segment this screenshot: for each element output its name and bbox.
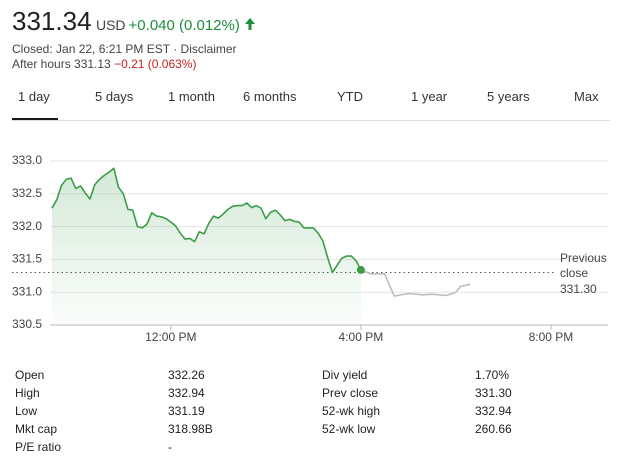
stat-value: 331.30 xyxy=(475,386,512,400)
after-hours: After hours 331.13 −0.21 (0.063%) xyxy=(12,57,196,71)
x-tick-label: 12:00 PM xyxy=(145,330,196,344)
stat-value: 1.70% xyxy=(475,368,510,382)
change: +0.040 (0.012%) xyxy=(128,17,240,34)
stat-label: Prev close xyxy=(322,386,379,400)
tab[interactable]: 1 day xyxy=(18,89,50,104)
line xyxy=(51,167,362,274)
stat-value: 332.94 xyxy=(168,386,205,400)
stat-label: P/E ratio xyxy=(15,440,62,454)
area xyxy=(52,168,361,325)
stat-value: 318.98B xyxy=(168,422,213,436)
stat-label: 52-wk low xyxy=(322,422,376,436)
x-tick-label: 8:00 PM xyxy=(529,330,574,344)
reference-value: 331.30 xyxy=(560,282,597,296)
tab[interactable]: Max xyxy=(574,89,599,104)
price: 331.34 xyxy=(12,6,92,36)
chart: 333.0 332.5 332.0 331.5 331.0 330.5 12:00 PM 4:… xyxy=(12,153,608,344)
line xyxy=(360,269,471,297)
last-point xyxy=(356,265,365,274)
stat-label: 52-wk high xyxy=(322,404,381,418)
y-tick-label: 330.5 xyxy=(12,317,42,331)
after-hours-change: −0.21 (0.063%) xyxy=(114,57,197,71)
y-tick-label: 331.0 xyxy=(12,284,42,298)
y-tick-label: 332.0 xyxy=(12,219,42,233)
stat-label: High xyxy=(15,386,40,400)
stat-value: 332.26 xyxy=(168,368,205,382)
divider xyxy=(12,120,610,121)
tab[interactable]: 5 years xyxy=(487,89,530,104)
up-arrow xyxy=(245,18,256,30)
tab-underline xyxy=(12,118,58,121)
stat-value: 332.94 xyxy=(475,404,512,418)
currency: USD xyxy=(95,17,126,33)
stat-label: Low xyxy=(15,404,38,418)
stat-label: Mkt cap xyxy=(15,422,58,436)
after-hours-label: After hours 331.13 xyxy=(12,57,111,71)
y-tick-label: 331.5 xyxy=(12,252,42,266)
y-tick-label: 332.5 xyxy=(12,186,42,200)
tab[interactable]: 6 months xyxy=(243,89,297,104)
tab[interactable]: YTD xyxy=(337,89,363,104)
reference-label: Previous close xyxy=(560,251,607,280)
price-line: 331.34 USD +0.040 (0.012%) xyxy=(12,6,256,37)
tab[interactable]: 1 month xyxy=(168,89,215,104)
tab[interactable]: 5 days xyxy=(95,89,134,104)
status: Closed: Jan 22, 6:21 PM EST · Disclaimer xyxy=(12,42,237,56)
stat-value: - xyxy=(168,440,172,454)
stat-value: 331.19 xyxy=(168,404,205,418)
stat-value: 260.66 xyxy=(475,422,512,436)
x-tick-label: 4:00 PM xyxy=(339,330,384,344)
y-tick-label: 333.0 xyxy=(12,153,42,167)
stat-label: Open xyxy=(15,368,45,382)
stat-label: Div yield xyxy=(322,368,368,382)
tab[interactable]: 1 year xyxy=(411,89,448,104)
